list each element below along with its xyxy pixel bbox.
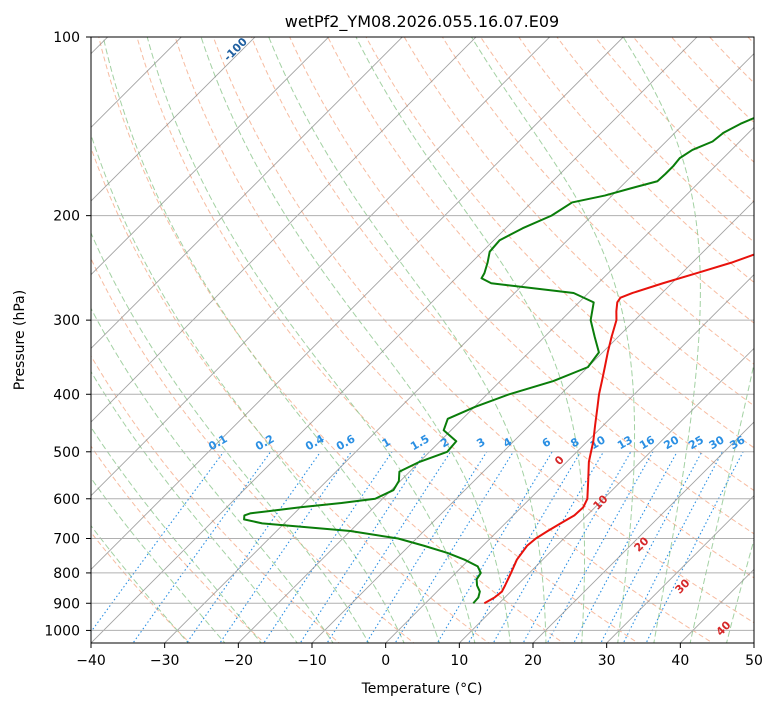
isotherms <box>91 37 754 643</box>
mixing-ratio-line <box>622 451 723 643</box>
x-tick-label: −10 <box>297 653 327 669</box>
y-tick-label: 500 <box>53 445 80 461</box>
x-tick-label: 10 <box>450 653 468 669</box>
mixing-ratio-line <box>492 451 604 643</box>
dewpoint-profile <box>243 116 754 604</box>
mixing-ratio-line <box>186 451 322 643</box>
y-tick-label: 600 <box>53 492 80 508</box>
x-tick-label: −20 <box>224 653 254 669</box>
mixing-ratio-line <box>326 451 452 643</box>
moist-adiabat-line <box>355 37 586 643</box>
isotherm-line <box>91 37 477 423</box>
moist-adiabat-line <box>622 37 701 643</box>
temperature-profile <box>483 253 754 605</box>
isotherm-line <box>458 347 754 643</box>
y-tick-label: 400 <box>53 387 80 403</box>
isotherm-line <box>91 37 330 276</box>
moist-adiabat-line <box>471 37 636 643</box>
x-tick-label: 50 <box>745 653 763 669</box>
y-axis-label: Pressure (hPa) <box>12 290 28 390</box>
mixing-ratio-line <box>645 451 744 643</box>
dry-adiabat-line <box>403 37 754 407</box>
isotherm-line <box>91 37 698 643</box>
x-tick-label: −30 <box>150 653 180 669</box>
isotherm-line <box>311 200 754 643</box>
isotherm-line <box>91 37 551 497</box>
x-axis: −40 −30 −20 −10 0 10 20 30 40 50 <box>76 643 763 669</box>
isotherm-line <box>91 37 182 128</box>
y-tick-label: 700 <box>53 532 80 548</box>
dry-adiabat-line <box>289 37 754 535</box>
dry-adiabat-line <box>441 37 754 365</box>
mixing-ratio-line <box>600 451 703 643</box>
mixing-ratio-line <box>263 451 393 643</box>
isotherm-line <box>91 37 256 202</box>
isotherm-line <box>385 274 754 643</box>
dry-adiabat-line <box>518 37 754 283</box>
mixing-ratio-line <box>91 451 225 633</box>
mixing-ratio-line <box>219 451 352 643</box>
x-axis-label: Temperature (°C) <box>361 681 483 697</box>
dry-adiabat-line <box>250 37 754 579</box>
dry-adiabat-line <box>91 146 490 643</box>
mixing-ratio-line <box>365 451 488 643</box>
isotherm-line <box>532 421 754 643</box>
chart-title: wetPf2_YM08.2026.055.16.07.E09 <box>285 12 559 32</box>
pressure-gridlines <box>91 37 754 631</box>
y-tick-label: 800 <box>53 566 80 582</box>
isotherm-line <box>164 53 754 643</box>
isotherm-line <box>237 126 754 643</box>
y-tick-label: 300 <box>53 313 80 329</box>
y-axis: 100 200 300 400 500 600 700 800 900 1000 <box>44 30 91 639</box>
mixing-ratio-line <box>467 451 582 643</box>
y-tick-label: 100 <box>53 30 80 46</box>
isotherm-line <box>606 495 754 643</box>
x-tick-label: 30 <box>598 653 616 669</box>
dry-adiabat-line <box>327 37 754 492</box>
y-tick-label: 1000 <box>44 623 80 639</box>
mixing-ratio-line <box>573 451 678 643</box>
moist-adiabat-line <box>91 370 298 643</box>
y-tick-label: 200 <box>53 209 80 225</box>
sounding-profiles <box>243 116 754 605</box>
isotherm-line <box>91 37 403 349</box>
plot-frame <box>90 36 755 644</box>
x-tick-label: 0 <box>381 653 390 669</box>
x-tick-label: 40 <box>671 653 689 669</box>
dry-adiabat-line <box>174 37 714 643</box>
moist-adiabat-line <box>268 37 547 643</box>
moist-adiabat-line <box>146 37 476 643</box>
x-tick-label: −40 <box>76 653 106 669</box>
isotherm-line <box>91 37 624 570</box>
x-tick-label: 20 <box>524 653 542 669</box>
mixing-ratio-line <box>394 451 514 643</box>
mixing-ratio-line <box>299 451 427 643</box>
y-tick-label: 900 <box>53 596 80 612</box>
